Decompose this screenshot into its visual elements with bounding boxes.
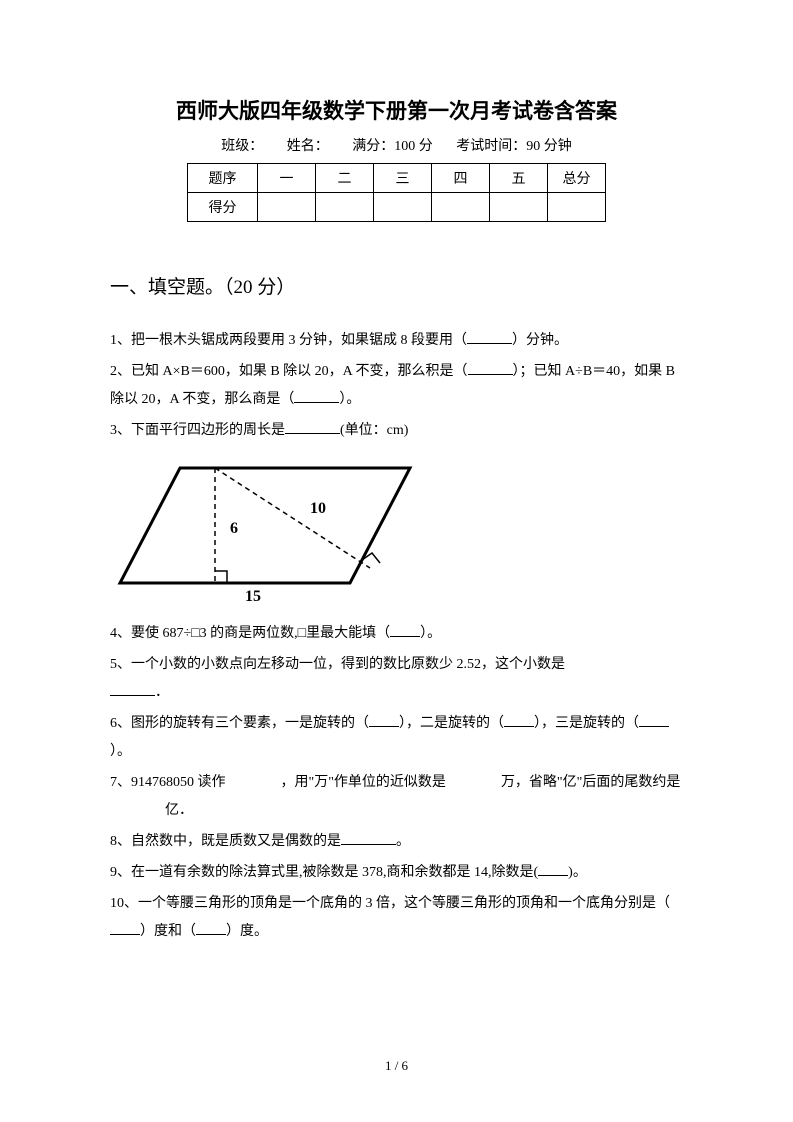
question-text: ）度和（ [140,924,196,939]
question-text: ），三是旋转的（ [534,716,639,731]
blank [504,713,534,727]
blank [110,682,155,696]
table-cell [316,193,374,222]
question-3: 3、下面平行四边形的周长是 (单位：cm) [110,417,683,445]
question-8: 8、自然数中，既是质数又是偶数的是 。 [110,828,683,856]
question-text: ）。 [339,392,360,407]
blank [196,921,226,935]
question-9: 9、在一道有余数的除法算式里,被除数是 378,商和余数都是 14,除数是( )。 [110,859,683,887]
question-text: 万，省略"亿"后面的尾数约是 [501,775,680,790]
table-cell: 三 [374,164,432,193]
question-text: 2、已知 A×B＝600，如果 B 除以 20，A 不变，那么积是（ [110,364,468,379]
question-text: 7、914768050 读作 [110,775,226,790]
question-10: 10、一个等腰三角形的顶角是一个底角的 3 倍，这个等腰三角形的顶角和一个底角分… [110,890,683,946]
full-score-label: 满分：100 分 [352,139,433,154]
page-number: 1 / 6 [0,1058,793,1074]
blank [369,713,399,727]
blank [639,713,669,727]
diagram-svg: 6 10 15 [110,453,420,603]
blank [538,862,568,876]
right-angle-marker [215,571,227,583]
question-text: ）度。 [226,924,268,939]
question-text: ）。 [420,626,441,641]
blank [110,921,140,935]
question-5: 5、一个小数的小数点向左移动一位，得到的数比原数少 2.52，这个小数是 ． [110,651,683,707]
question-6: 6、图形的旋转有三个要素，一是旋转的（ ），二是旋转的（ ），三是旋转的（ ）。 [110,710,683,766]
score-table: 题序 一 二 三 四 五 总分 得分 [187,163,606,222]
question-text: ，用"万"作单位的近似数是 [281,775,446,790]
row-label: 题序 [188,164,258,193]
question-text: ）分钟。 [512,333,568,348]
question-text: 3、下面平行四边形的周长是 [110,423,285,438]
question-1: 1、把一根木头锯成两段要用 3 分钟，如果锯成 8 段要用（ ）分钟。 [110,327,683,355]
question-text: 5、一个小数的小数点向左移动一位，得到的数比原数少 2.52，这个小数是 [110,657,565,672]
blank [390,623,420,637]
blank [285,420,340,434]
question-text: 4、要使 687÷□3 的商是两位数,□里最大能填（ [110,626,390,641]
page-title: 西师大版四年级数学下册第一次月考试卷含答案 [110,95,683,125]
table-cell: 五 [490,164,548,193]
question-text: 6、图形的旋转有三个要素，一是旋转的（ [110,716,369,731]
blank [341,831,396,845]
question-text: ． [155,685,169,700]
question-4: 4、要使 687÷□3 的商是两位数,□里最大能填（ ）。 [110,620,683,648]
header-info: 班级： 姓名： 满分：100 分 考试时间：90 分钟 [110,135,683,155]
table-cell [374,193,432,222]
table-row: 题序 一 二 三 四 五 总分 [188,164,606,193]
table-cell [258,193,316,222]
question-text: )。 [568,865,587,880]
base-label: 15 [245,588,261,603]
height-label: 6 [230,520,238,537]
question-text: 亿． [165,803,193,818]
name-label: 姓名： [287,139,329,154]
question-text: ）。 [110,744,131,759]
question-text: 10、一个等腰三角形的顶角是一个底角的 3 倍，这个等腰三角形的顶角和一个底角分… [110,896,670,911]
question-text: 9、在一道有余数的除法算式里,被除数是 378,商和余数都是 14,除数是( [110,865,538,880]
diagonal-line [215,468,370,568]
table-row: 得分 [188,193,606,222]
parallelogram-diagram: 6 10 15 [110,453,683,608]
table-cell: 总分 [548,164,606,193]
question-text: 。 [396,834,410,849]
section-heading: 一、填空题。（20 分） [110,272,683,299]
question-2: 2、已知 A×B＝600，如果 B 除以 20，A 不变，那么积是（）；已知 A… [110,358,683,414]
question-text: (单位：cm) [340,423,408,438]
table-cell: 二 [316,164,374,193]
row-label: 得分 [188,193,258,222]
question-text: 1、把一根木头锯成两段要用 3 分钟，如果锯成 8 段要用（ [110,333,467,348]
table-cell [432,193,490,222]
question-7: 7、914768050 读作 ，用"万"作单位的近似数是 万，省略"亿"后面的尾数约… [110,769,683,825]
table-cell: 一 [258,164,316,193]
question-text: ），二是旋转的（ [399,716,504,731]
blank [468,361,513,375]
blank [467,330,512,344]
blank [294,389,339,403]
class-label: 班级： [221,139,263,154]
question-text: 8、自然数中，既是质数又是偶数的是 [110,834,341,849]
table-cell [548,193,606,222]
table-cell: 四 [432,164,490,193]
time-label: 考试时间：90 分钟 [456,139,572,154]
table-cell [490,193,548,222]
diag-label: 10 [310,500,326,517]
